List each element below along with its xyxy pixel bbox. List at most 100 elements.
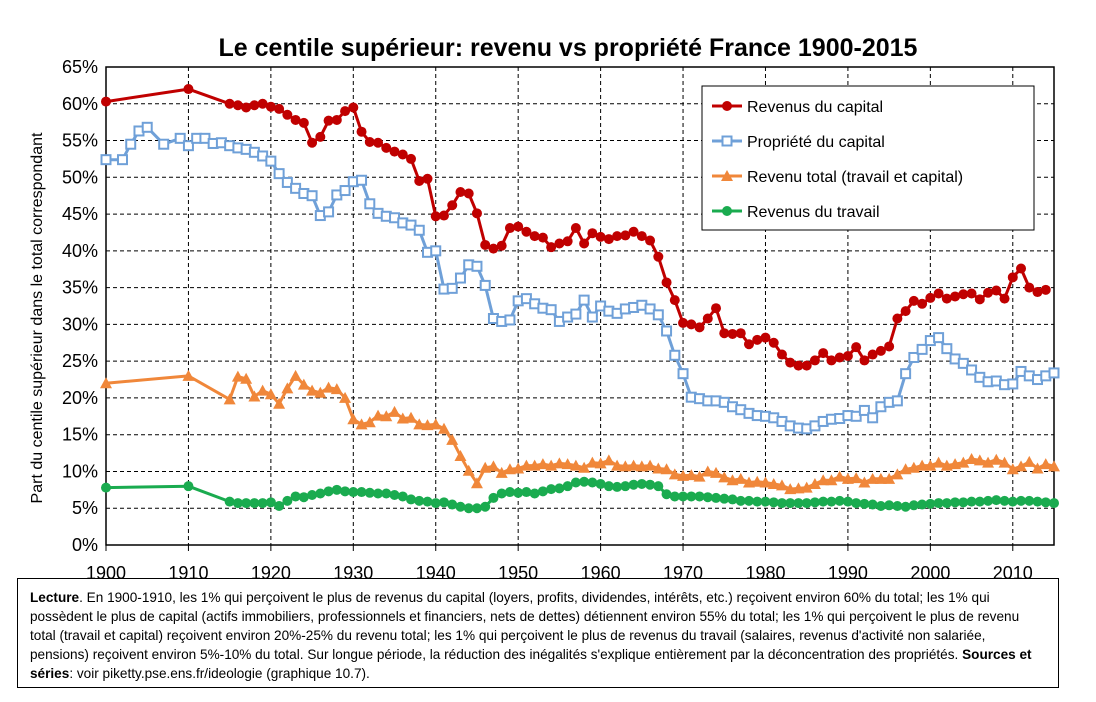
data-point-propriete-capital xyxy=(265,155,277,167)
y-tick-label: 45% xyxy=(62,204,98,224)
data-point-revenus-travail xyxy=(867,499,878,510)
data-point-revenus-capital xyxy=(364,137,375,148)
data-point-revenus-capital xyxy=(447,200,458,211)
data-point-revenus-travail xyxy=(1016,495,1027,506)
data-point-revenu-total xyxy=(223,393,236,405)
data-point-revenus-capital xyxy=(653,251,664,262)
data-point-revenus-travail xyxy=(307,489,318,500)
data-point-revenu-total xyxy=(264,388,277,400)
note-sources-text: : voir piketty.pse.ens.fr/ideologie (gra… xyxy=(69,666,370,681)
data-point-revenus-capital xyxy=(1040,284,1051,295)
data-point-propriete-capital xyxy=(504,314,516,326)
data-point-revenus-travail xyxy=(999,495,1010,506)
data-point-revenus-travail xyxy=(678,491,689,502)
data-point-revenus-travail xyxy=(447,499,458,510)
data-point-revenu-total xyxy=(685,469,698,481)
data-point-revenu-total xyxy=(487,460,500,472)
data-point-revenus-capital xyxy=(941,293,952,304)
data-point-revenus-travail xyxy=(875,501,886,512)
legend-label-revenu-total: Revenu total (travail et capital) xyxy=(747,169,963,186)
data-point-revenus-travail xyxy=(628,479,639,490)
series-revenus-travail xyxy=(101,476,1059,514)
data-point-revenu-total xyxy=(240,372,253,384)
data-point-revenus-travail xyxy=(241,498,252,509)
data-point-revenus-travail xyxy=(257,498,268,509)
data-point-revenus-capital xyxy=(620,230,631,241)
data-point-revenu-total xyxy=(495,466,508,478)
data-point-revenus-capital xyxy=(760,332,771,343)
series-propriete-capital xyxy=(100,121,1060,435)
data-point-revenus-capital xyxy=(974,294,985,305)
data-point-propriete-capital xyxy=(1007,378,1019,390)
data-point-revenus-capital xyxy=(537,232,548,243)
data-point-revenu-total xyxy=(841,472,854,484)
data-point-propriete-capital xyxy=(867,412,879,424)
data-point-revenu-total xyxy=(817,474,830,486)
x-tick-label: 1980 xyxy=(745,563,785,580)
series-revenu-total xyxy=(100,369,1060,495)
data-point-propriete-capital xyxy=(174,132,186,144)
data-point-propriete-capital xyxy=(182,140,194,152)
data-point-revenus-travail xyxy=(917,499,928,510)
data-point-revenus-travail xyxy=(702,492,713,503)
data-point-propriete-capital xyxy=(479,279,491,291)
data-point-revenus-capital xyxy=(323,115,334,126)
data-point-revenu-total xyxy=(990,453,1003,465)
data-point-revenu-total xyxy=(281,382,294,394)
data-point-revenu-total xyxy=(751,475,764,487)
data-point-propriete-capital xyxy=(966,364,978,376)
data-point-revenus-travail xyxy=(950,497,961,508)
data-point-revenus-capital xyxy=(900,306,911,317)
data-point-revenus-travail xyxy=(958,497,969,508)
data-point-revenu-total xyxy=(627,459,640,471)
data-point-revenu-total xyxy=(553,457,566,469)
data-point-revenus-capital xyxy=(966,288,977,299)
data-point-revenus-capital xyxy=(1007,272,1018,283)
data-point-revenus-capital xyxy=(373,137,384,148)
data-point-revenus-capital xyxy=(595,231,606,242)
data-point-revenus-capital xyxy=(958,289,969,300)
data-point-revenus-travail xyxy=(183,481,194,492)
data-point-revenus-travail xyxy=(1007,496,1018,507)
data-point-propriete-capital xyxy=(578,294,590,306)
data-point-revenus-travail xyxy=(727,494,738,505)
data-point-propriete-capital xyxy=(957,357,969,369)
legend-label-revenus-capital: Revenus du capital xyxy=(747,99,883,116)
data-point-propriete-capital xyxy=(916,343,928,355)
data-point-revenus-capital xyxy=(529,231,540,242)
data-point-propriete-capital xyxy=(900,368,912,380)
x-tick-label: 1990 xyxy=(828,563,868,580)
data-point-revenus-capital xyxy=(463,188,474,199)
data-point-revenus-capital xyxy=(661,277,672,288)
data-point-revenus-capital xyxy=(579,238,590,249)
data-point-propriete-capital xyxy=(356,174,368,186)
data-point-revenus-travail xyxy=(743,495,754,506)
data-point-revenus-capital xyxy=(562,236,573,247)
data-point-revenu-total xyxy=(924,459,937,471)
data-point-revenu-total xyxy=(289,369,302,381)
y-tick-label: 0% xyxy=(72,535,98,555)
data-point-revenus-travail xyxy=(249,498,260,509)
data-point-revenus-capital xyxy=(241,102,252,113)
data-point-revenus-capital xyxy=(430,211,441,222)
data-point-revenu-total xyxy=(421,419,434,431)
data-point-revenus-travail xyxy=(554,483,565,494)
data-point-revenu-total xyxy=(619,460,632,472)
data-point-revenu-total xyxy=(470,477,483,489)
data-point-revenu-total xyxy=(388,405,401,417)
data-point-revenus-capital xyxy=(809,355,820,366)
data-point-revenus-capital xyxy=(826,355,837,366)
data-point-revenus-travail xyxy=(496,488,507,499)
data-point-revenu-total xyxy=(734,472,747,484)
data-point-propriete-capital xyxy=(446,282,458,294)
data-point-revenus-capital xyxy=(892,313,903,324)
data-point-revenus-capital xyxy=(867,349,878,360)
data-point-revenu-total xyxy=(998,456,1011,468)
data-point-revenu-total xyxy=(874,472,887,484)
data-point-revenus-travail xyxy=(397,491,408,502)
legend: Revenus du capital Propriété du capital Re… xyxy=(701,85,1035,231)
data-point-revenus-travail xyxy=(752,496,763,507)
data-point-revenu-total xyxy=(594,457,607,469)
data-point-revenus-travail xyxy=(537,486,548,497)
data-point-revenus-capital xyxy=(645,235,656,246)
